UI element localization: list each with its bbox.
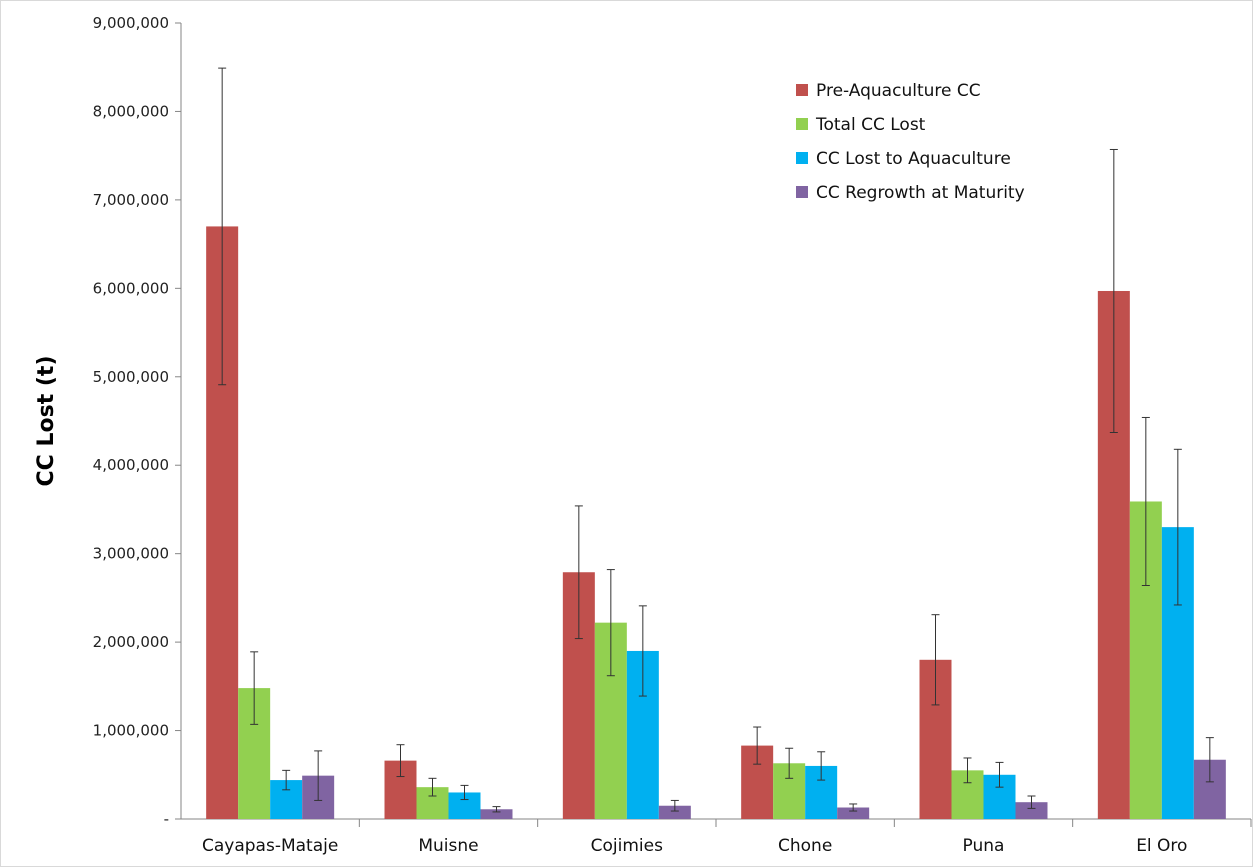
x-category-label: Puna bbox=[963, 836, 1005, 856]
x-category-label: Cojimies bbox=[591, 836, 663, 856]
y-tick-label: - bbox=[164, 810, 169, 828]
legend-item-label: Pre-Aquaculture CC bbox=[816, 81, 981, 101]
x-category-label: Chone bbox=[778, 836, 832, 856]
y-axis-title: CC Lost (t) bbox=[34, 356, 59, 487]
y-tick-label: 5,000,000 bbox=[93, 368, 169, 386]
x-category-label: Cayapas-Mataje bbox=[202, 836, 338, 856]
bars bbox=[206, 67, 1226, 819]
bar bbox=[1015, 802, 1048, 819]
legend-swatch bbox=[796, 152, 808, 164]
x-category-label: El Oro bbox=[1136, 836, 1187, 856]
legend-swatch bbox=[796, 186, 808, 198]
legend-item-label: Total CC Lost bbox=[815, 115, 926, 135]
y-tick-label: 7,000,000 bbox=[93, 191, 169, 209]
y-tick-label: 6,000,000 bbox=[93, 279, 169, 297]
legend: Pre-Aquaculture CC Total CC Lost CC Lost t… bbox=[796, 81, 1025, 203]
legend-swatch bbox=[796, 118, 808, 130]
y-tick-label: 9,000,000 bbox=[93, 14, 169, 32]
bar bbox=[480, 809, 513, 819]
legend-swatch bbox=[796, 84, 808, 96]
y-tick-label: 4,000,000 bbox=[93, 456, 169, 474]
legend-item-label: CC Regrowth at Maturity bbox=[816, 183, 1025, 203]
bar bbox=[837, 807, 870, 819]
y-tick-label: 1,000,000 bbox=[93, 722, 169, 740]
legend-item-label: CC Lost to Aquaculture bbox=[816, 149, 1011, 169]
y-tick-label: 3,000,000 bbox=[93, 545, 169, 563]
y-tick-label: 2,000,000 bbox=[93, 633, 169, 651]
y-tick-label: 8,000,000 bbox=[93, 102, 169, 120]
bar bbox=[658, 805, 691, 819]
x-category-label: Muisne bbox=[418, 836, 478, 856]
axes: - 1,000,000 2,000,000 3,000,000 4,000,000 5,0… bbox=[93, 14, 1252, 856]
